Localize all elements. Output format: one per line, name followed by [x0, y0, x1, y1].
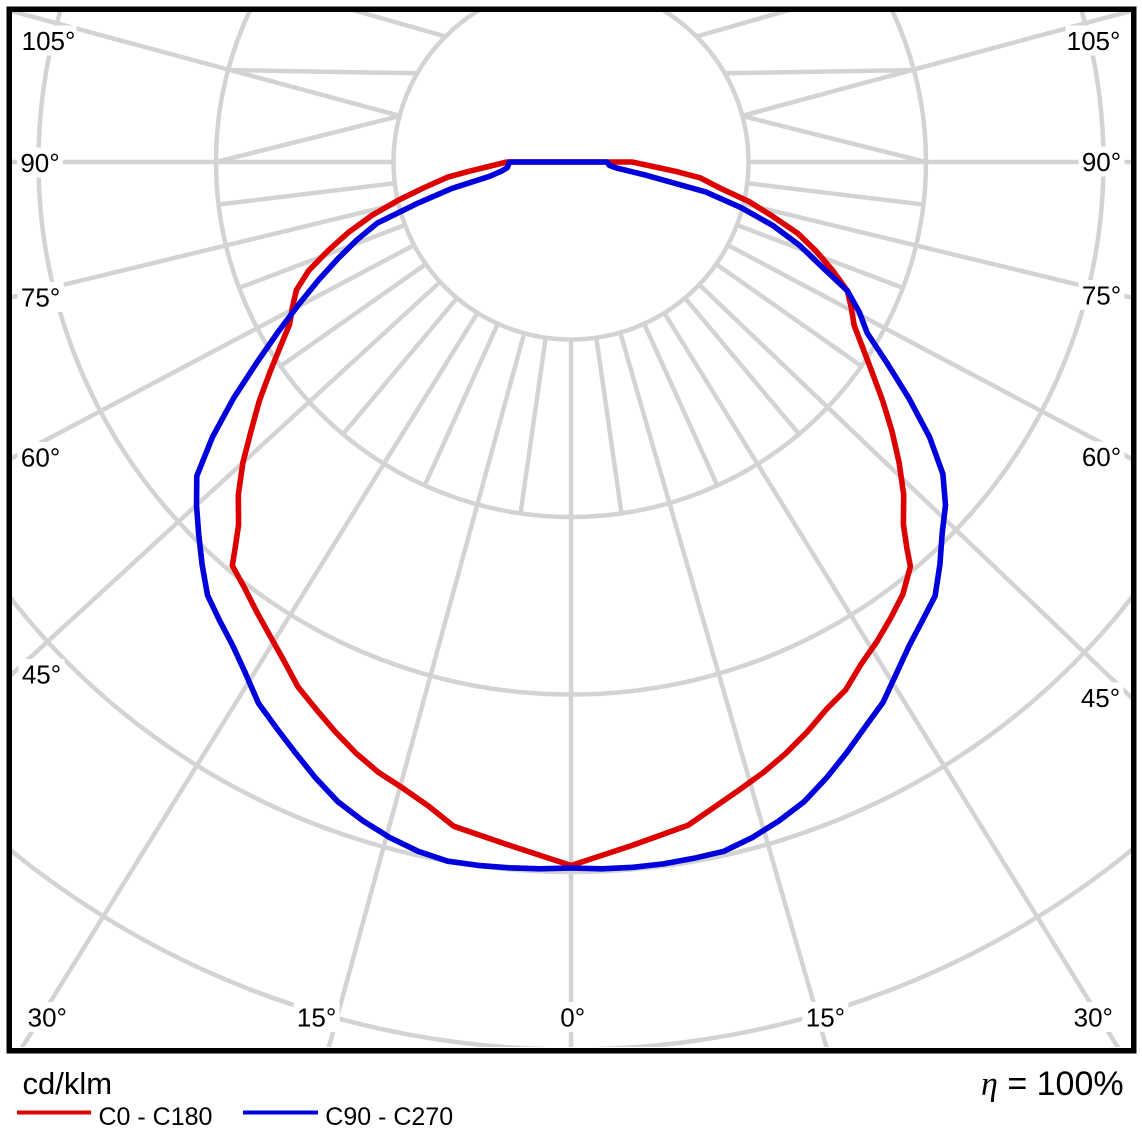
svg-text:60°: 60° — [1082, 442, 1121, 472]
svg-text:105°: 105° — [22, 26, 76, 56]
svg-text:cd/klm: cd/klm — [23, 1066, 113, 1101]
svg-text:45°: 45° — [22, 659, 61, 689]
svg-text:105°: 105° — [1067, 26, 1121, 56]
svg-text:45°: 45° — [1081, 683, 1120, 713]
svg-text:90°: 90° — [20, 148, 59, 178]
svg-text:0°: 0° — [560, 1002, 585, 1032]
svg-text:75°: 75° — [21, 282, 60, 312]
svg-text:15°: 15° — [806, 1002, 845, 1032]
svg-text:75°: 75° — [1082, 280, 1121, 310]
svg-text:C0 - C180: C0 - C180 — [99, 1103, 213, 1131]
svg-text:15°: 15° — [297, 1002, 336, 1032]
svg-text:60°: 60° — [21, 442, 60, 472]
svg-text:C90 - C270: C90 - C270 — [325, 1103, 453, 1131]
svg-text:30°: 30° — [28, 1002, 67, 1032]
svg-text:30°: 30° — [1074, 1002, 1113, 1032]
svg-text:90°: 90° — [1082, 147, 1121, 177]
svg-text:η = 100%: η = 100% — [981, 1065, 1124, 1103]
